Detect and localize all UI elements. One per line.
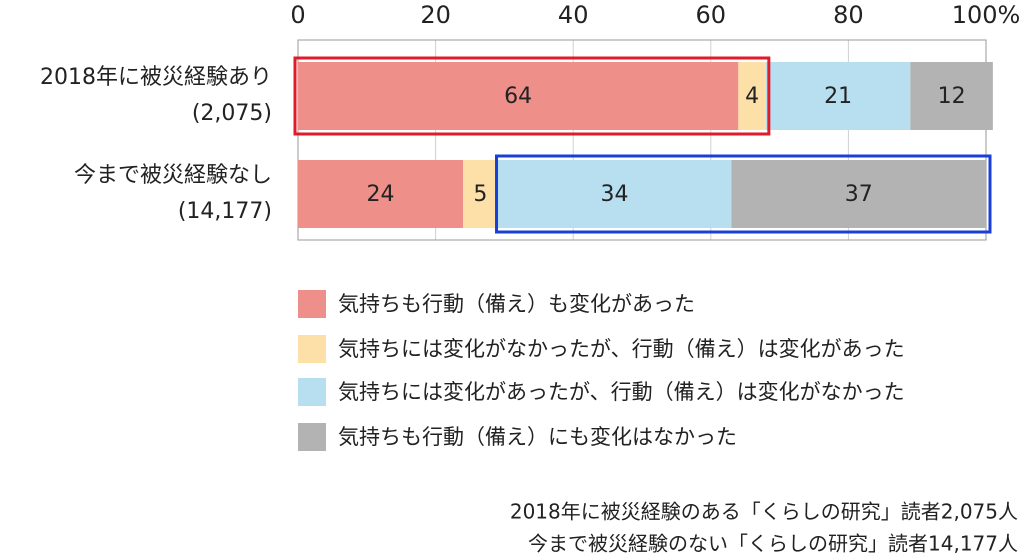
value-label: 64 [504,84,532,109]
value-label: 21 [824,84,852,109]
bar-segment [731,160,986,228]
category-count: (2,075) [192,101,272,126]
legend-swatch [298,290,326,318]
value-label: 12 [938,84,966,109]
category-label: 2018年に被災経験あり [40,65,272,90]
bar-segment [738,62,766,130]
x-tick-label: 60 [696,1,727,29]
x-tick-label: 0 [290,1,305,29]
value-label: 34 [600,182,628,207]
x-tick-label: 100% [952,1,1021,29]
plot-frame [297,39,987,241]
bar-segment [298,160,464,228]
x-tick-label: 40 [558,1,589,29]
legend-swatch [298,423,326,451]
x-tick-label: 20 [420,1,451,29]
highlight-box [293,56,771,136]
bar-segment [910,62,993,130]
value-label: 5 [473,182,487,207]
legend-swatch [298,335,326,363]
category-count: (14,177) [178,199,272,224]
category-label: 今まで被災経験なし [74,163,272,188]
footnote: 今まで被災経験のない「くらしの研究」読者14,177人 [528,532,1018,556]
value-label: 24 [367,182,395,207]
legend-label: 気持ちには変化がなかったが、行動（備え）は変化があった [338,337,905,361]
legend-label: 気持ちも行動（備え）も変化があった [338,292,695,316]
bar-segment [497,160,732,228]
value-label: 37 [845,182,873,207]
bar-segment [765,62,911,130]
bar-segment [298,62,739,130]
legend-label: 気持ちも行動（備え）にも変化はなかった [338,425,737,449]
value-label: 4 [745,84,759,109]
legend-label: 気持ちには変化があったが、行動（備え）は変化がなかった [338,380,905,404]
footnote: 2018年に被災経験のある「くらしの研究」読者2,075人 [510,500,1018,524]
highlight-box [495,154,992,234]
legend-swatch [298,378,326,406]
x-tick-label: 80 [833,1,864,29]
bar-segment [463,160,498,228]
